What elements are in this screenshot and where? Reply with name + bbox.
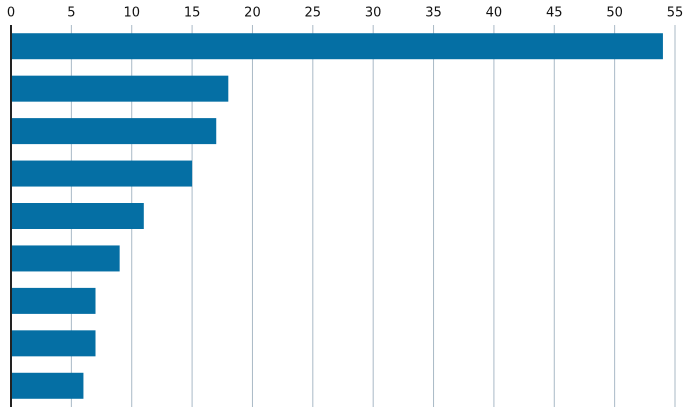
x-tick-label: 55 <box>667 6 684 21</box>
x-tick-label: 20 <box>244 6 261 21</box>
x-tick-label: 5 <box>67 6 75 21</box>
x-tick-label: 10 <box>123 6 140 21</box>
bar <box>11 203 144 229</box>
bar <box>11 330 96 357</box>
bar <box>11 245 120 272</box>
x-tick-label: 15 <box>184 6 201 21</box>
x-tick-label: 40 <box>486 6 503 21</box>
x-tick-label: 35 <box>425 6 442 21</box>
bar <box>11 160 193 187</box>
bar <box>11 372 84 399</box>
bar <box>11 75 229 102</box>
x-tick-label: 50 <box>606 6 623 21</box>
x-tick-label: 0 <box>7 6 15 21</box>
x-tick-label: 45 <box>546 6 563 21</box>
bar <box>11 118 217 145</box>
x-tick-label: 25 <box>305 6 322 21</box>
bar <box>11 287 96 314</box>
bar <box>11 33 663 60</box>
x-tick-label: 30 <box>365 6 382 21</box>
